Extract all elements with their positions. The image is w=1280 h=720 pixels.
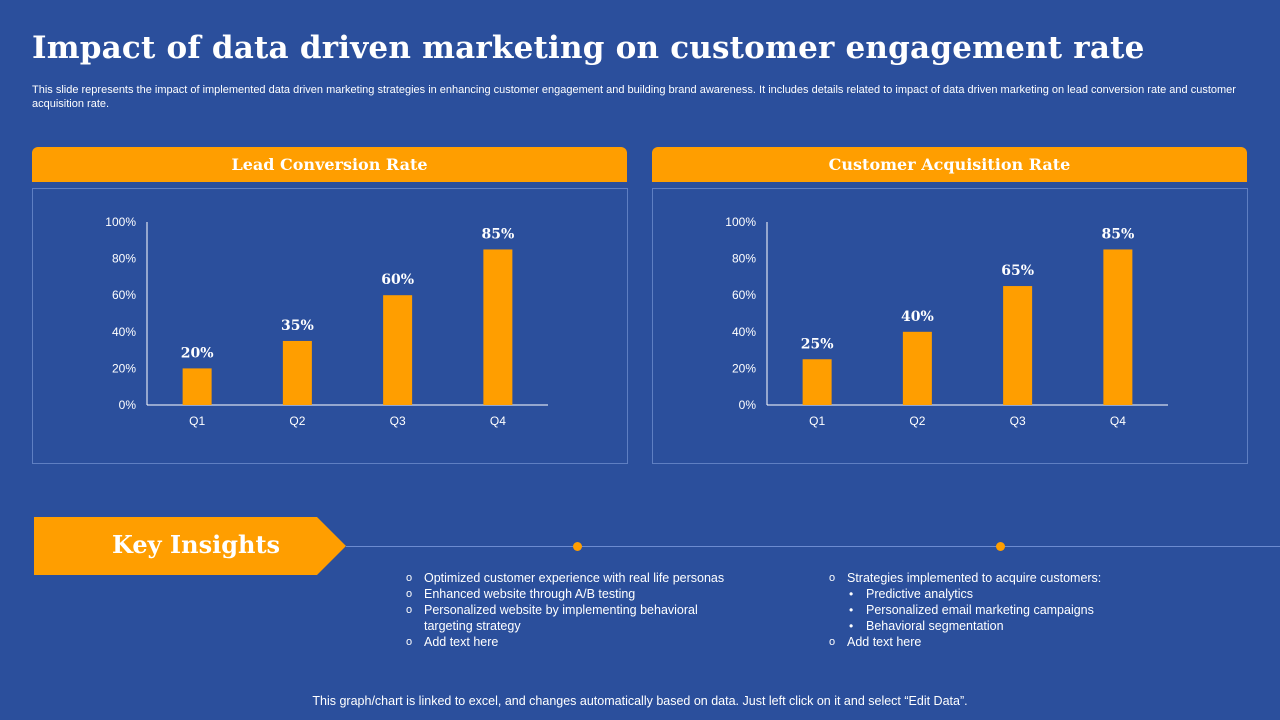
footer-note: This graph/chart is linked to excel, and… xyxy=(312,694,968,708)
y-tick-label: 80% xyxy=(112,252,136,266)
y-tick-label: 20% xyxy=(732,361,756,375)
chart-header-customer-acquisition: Customer Acquisition Rate xyxy=(652,147,1247,182)
key-insights-label: Key Insights xyxy=(112,530,281,559)
x-tick-label: Q1 xyxy=(809,414,825,428)
data-label: 35% xyxy=(281,318,314,334)
x-tick-label: Q2 xyxy=(289,414,305,428)
y-tick-label: 40% xyxy=(732,325,756,339)
insights-list-left: Optimized customer experience with real … xyxy=(406,570,736,650)
timeline-dot-left xyxy=(573,542,582,551)
y-tick-label: 100% xyxy=(105,215,136,229)
x-tick-label: Q3 xyxy=(1010,414,1026,428)
x-tick-label: Q3 xyxy=(390,414,406,428)
chart-customer-acquisition-svg: 0% 20% 40% 60% 80% 100% 25% Q1 40% Q2 65% Q3 85% Q4 xyxy=(725,215,1168,428)
x-tick-label: Q4 xyxy=(1110,414,1126,428)
chart-header-lead-conversion: Lead Conversion Rate xyxy=(32,147,627,182)
chart-lead-conversion[interactable]: 0% 20% 40% 60% 80% 100% 20% Q1 35% Q2 60% Q3 85% Q4 xyxy=(32,188,628,464)
y-tick-label: 100% xyxy=(725,215,756,229)
list-item: Optimized customer experience with real … xyxy=(406,570,736,586)
list-item: Add text here xyxy=(406,634,736,650)
chart-customer-acquisition[interactable]: 0% 20% 40% 60% 80% 100% 25% Q1 40% Q2 65% Q3 85% Q4 xyxy=(652,188,1248,464)
data-label: 60% xyxy=(381,272,414,288)
x-tick-label: Q4 xyxy=(490,414,506,428)
bar xyxy=(282,340,312,405)
data-label: 65% xyxy=(1001,263,1034,279)
bar xyxy=(1103,249,1133,405)
list-item: Personalized website by implementing beh… xyxy=(406,602,736,634)
y-tick-label: 40% xyxy=(112,325,136,339)
data-label: 20% xyxy=(181,345,214,361)
list-sub-item: Behavioral segmentation xyxy=(829,618,1149,634)
bar xyxy=(483,249,513,405)
y-tick-label: 60% xyxy=(112,288,136,302)
y-tick-label: 80% xyxy=(732,252,756,266)
page-title: Impact of data driven marketing on custo… xyxy=(32,30,1145,66)
bar xyxy=(902,331,932,405)
list-item: Strategies implemented to acquire custom… xyxy=(829,570,1149,586)
data-label: 85% xyxy=(1101,226,1134,242)
y-tick-label: 0% xyxy=(739,398,757,412)
y-tick-label: 60% xyxy=(732,288,756,302)
list-sub-item: Predictive analytics xyxy=(829,586,1149,602)
page-subtitle: This slide represents the impact of impl… xyxy=(32,84,1236,110)
bar xyxy=(1003,286,1033,405)
x-tick-label: Q2 xyxy=(909,414,925,428)
list-sub-item: Personalized email marketing campaigns xyxy=(829,602,1149,618)
list-item: Enhanced website through A/B testing xyxy=(406,586,736,602)
data-label: 85% xyxy=(481,226,514,242)
y-tick-label: 0% xyxy=(119,398,137,412)
timeline-dot-right xyxy=(996,542,1005,551)
bar xyxy=(383,295,413,405)
bar xyxy=(802,359,832,405)
data-label: 25% xyxy=(801,336,834,352)
data-label: 40% xyxy=(901,309,934,325)
timeline-line xyxy=(346,546,1280,547)
x-tick-label: Q1 xyxy=(189,414,205,428)
chart-lead-conversion-svg: 0% 20% 40% 60% 80% 100% 20% Q1 35% Q2 60% Q3 85% Q4 xyxy=(105,215,548,428)
insights-list-right: Strategies implemented to acquire custom… xyxy=(829,570,1149,650)
y-tick-label: 20% xyxy=(112,361,136,375)
bar xyxy=(182,368,212,405)
list-item: Add text here xyxy=(829,634,1149,650)
key-insights-banner: Key Insights xyxy=(34,517,346,575)
